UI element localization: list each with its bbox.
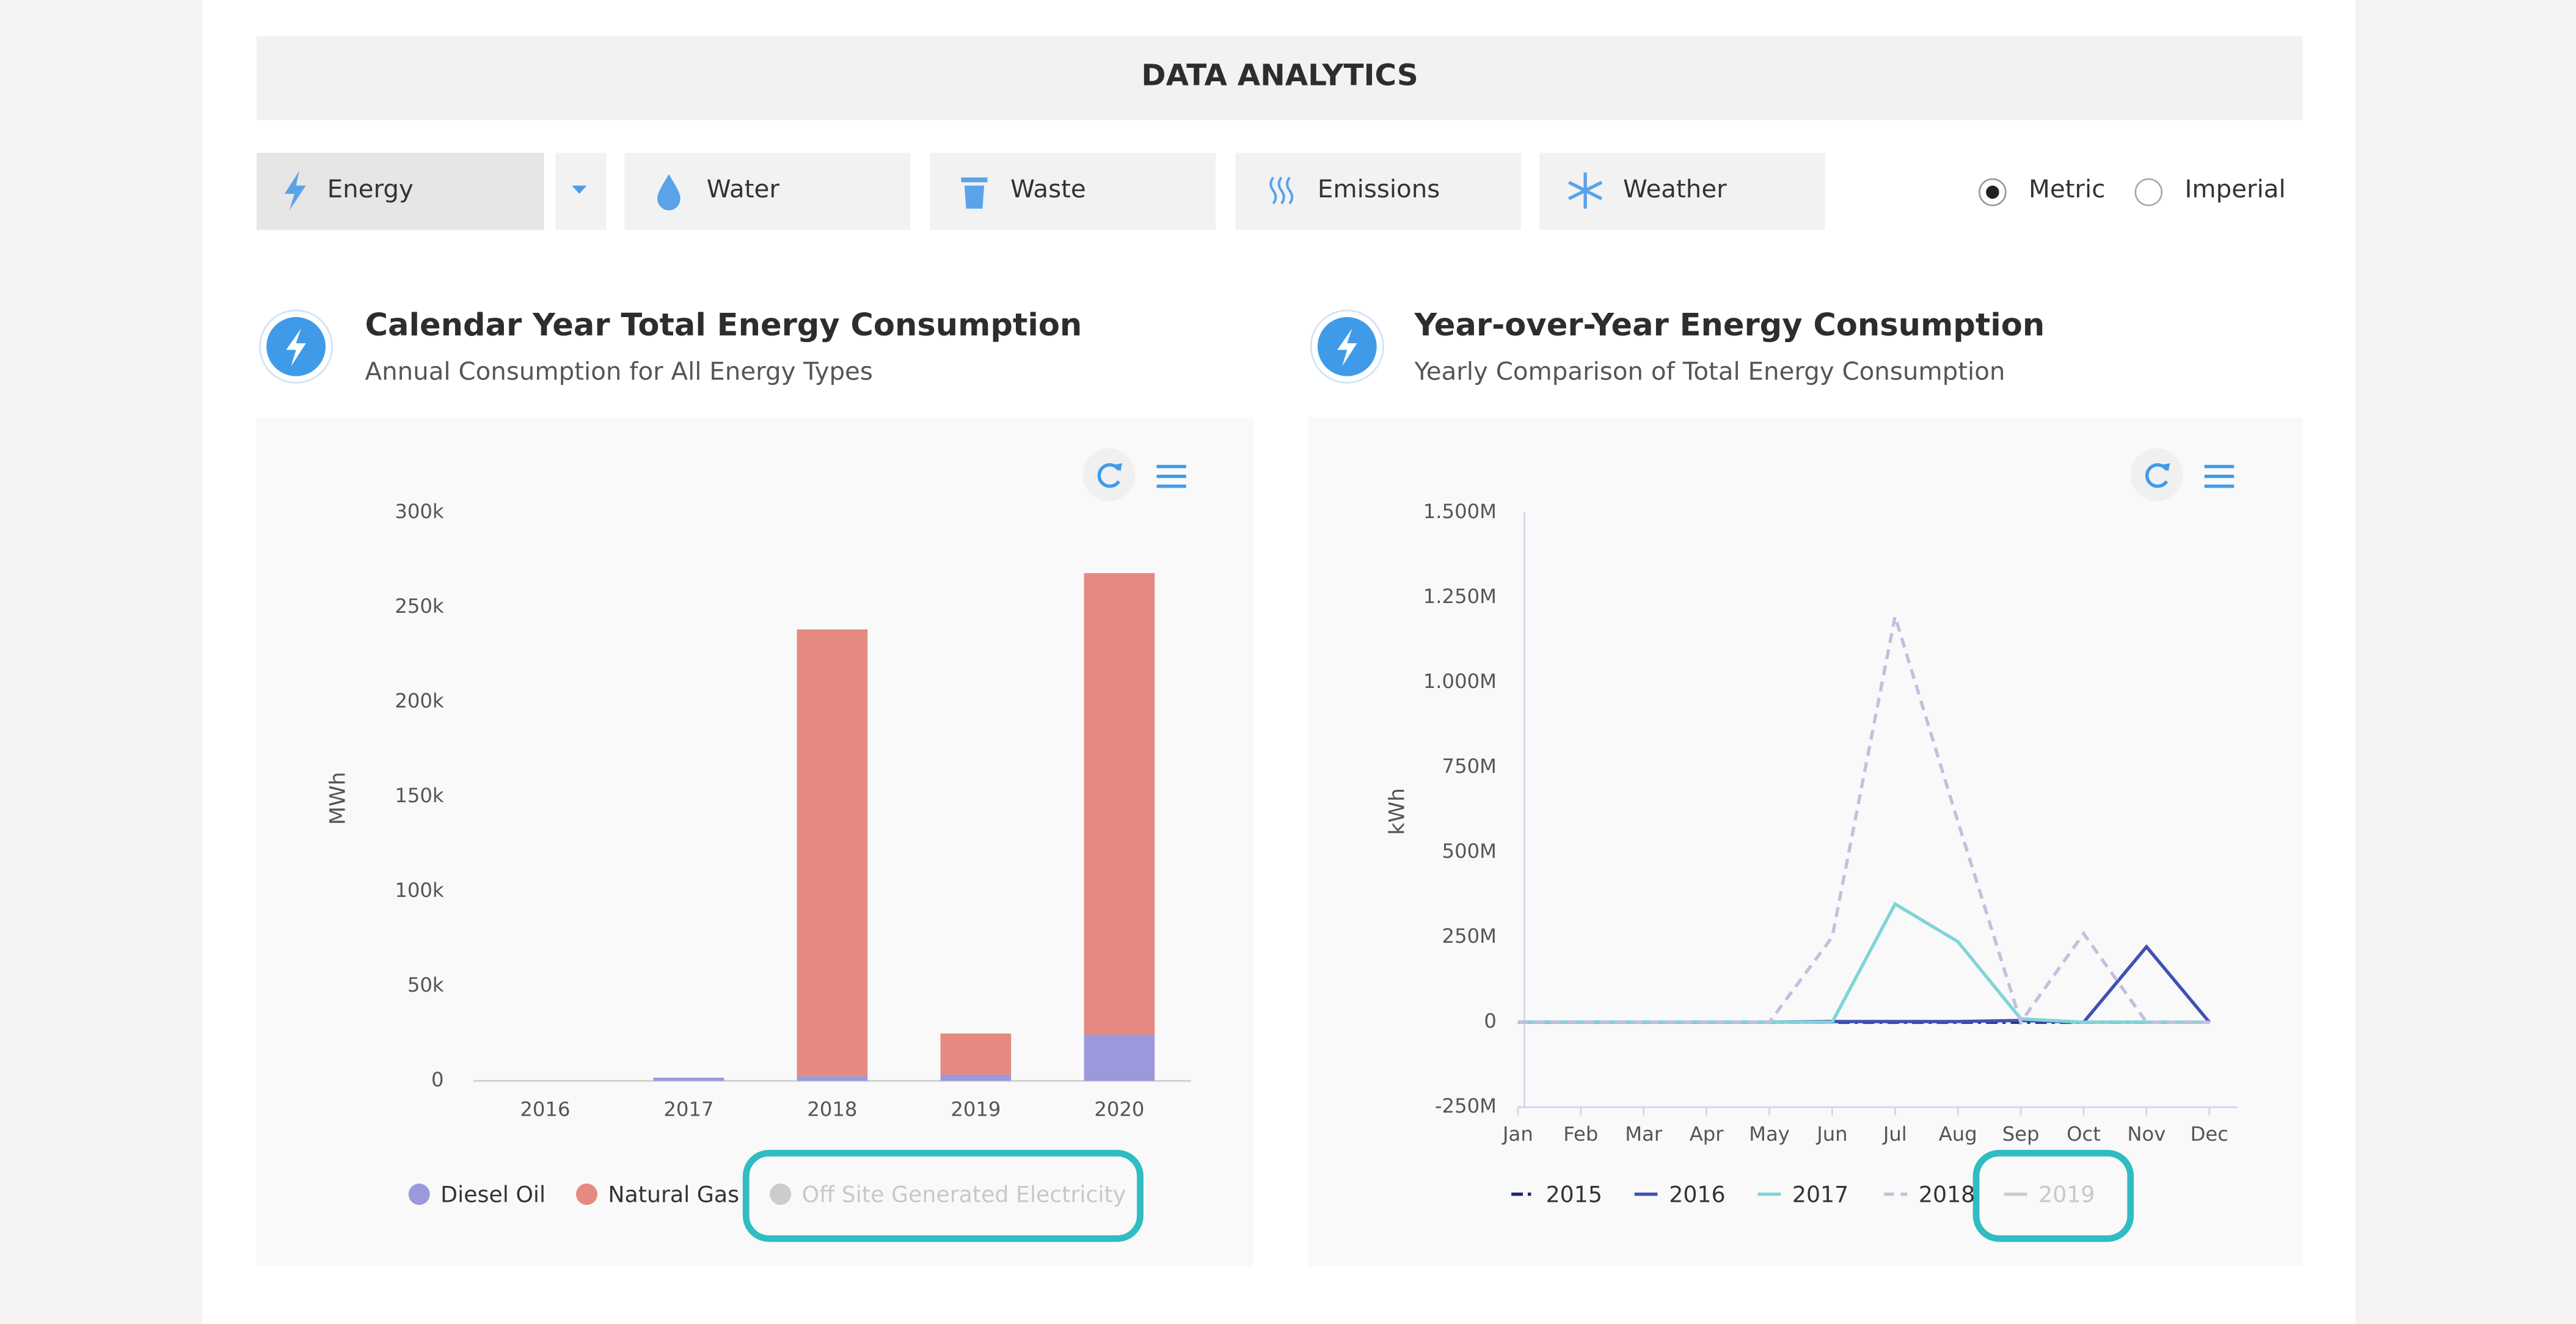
tab-bar: Energy Water Waste Emissions Weather — [257, 153, 1825, 230]
legend-label[interactable]: Natural Gas — [608, 1181, 739, 1207]
bar-segment — [940, 1074, 1012, 1081]
refresh-icon — [2145, 463, 2169, 488]
y-tick-label: 250k — [395, 594, 444, 618]
unit-switch: Metric Imperial — [1979, 175, 2286, 207]
x-tick-label: Jun — [1815, 1122, 1847, 1146]
waste-icon — [961, 177, 988, 209]
menu-button[interactable] — [1156, 464, 1186, 488]
highlight-outline — [742, 1150, 1144, 1242]
emissions-icon — [1269, 177, 1294, 205]
bar-segment — [940, 1033, 1012, 1075]
x-tick-label: Feb — [1563, 1122, 1598, 1146]
legend-label[interactable]: Off Site Generated Electricity — [802, 1181, 1126, 1207]
header-title: DATA ANALYTICS — [1141, 58, 1418, 92]
chart-subtitle: Annual Consumption for All Energy Types — [365, 357, 873, 386]
legend-symbol — [575, 1183, 597, 1205]
x-tick-label: Oct — [2067, 1122, 2101, 1146]
x-tick-label: 2020 — [1094, 1097, 1144, 1121]
tab-label: Waste — [1010, 175, 1086, 203]
tab-label: Energy — [327, 175, 414, 203]
legend-symbol — [408, 1183, 430, 1205]
x-tick-label: 2016 — [520, 1097, 570, 1121]
x-tick-label: Dec — [2191, 1122, 2228, 1146]
chart-tools — [1082, 448, 2235, 502]
x-tick-label: Nov — [2127, 1122, 2166, 1146]
chart-subtitle: Yearly Comparison of Total Energy Consum… — [1414, 357, 2005, 386]
x-tick-label: Jan — [1501, 1122, 1533, 1146]
legend-label[interactable]: Diesel Oil — [440, 1181, 545, 1207]
y-tick-label: 750M — [1442, 755, 1497, 778]
bar-segment — [797, 1076, 868, 1081]
refresh-arrow — [1114, 463, 1122, 472]
x-tick-label: Apr — [1690, 1122, 1724, 1146]
x-tick-label: 2017 — [663, 1097, 713, 1121]
highlight-outline — [1972, 1150, 2134, 1242]
weather-icon — [1568, 172, 1603, 209]
x-tick-label: Jul — [1882, 1122, 1907, 1146]
chart-title: Year-over-Year Energy Consumption — [1414, 307, 2045, 343]
y-tick-label: 200k — [395, 689, 444, 712]
bar-segment — [1084, 1034, 1155, 1081]
x-tick-label: Sep — [2002, 1122, 2040, 1146]
y-tick-label: -250M — [1435, 1094, 1497, 1117]
bar-segment — [653, 1077, 724, 1081]
x-tick-label: 2018 — [807, 1097, 857, 1121]
chart-header: Year-over-Year Energy Consumption Yearly… — [1310, 307, 2045, 386]
y-tick-label: 1.500M — [1423, 500, 1497, 523]
legend-symbol — [770, 1183, 792, 1205]
icon-bolt — [286, 328, 306, 367]
legend-label[interactable]: 2016 — [1669, 1181, 1725, 1207]
legend-label[interactable]: 2015 — [1546, 1181, 1602, 1207]
radio-dot — [1986, 185, 1999, 199]
y-tick-label: 500M — [1442, 839, 1497, 863]
tab-energy[interactable] — [257, 153, 544, 230]
y-tick-label: 1.250M — [1423, 585, 1497, 608]
y-tick-label: 150k — [395, 784, 444, 807]
y-tick-label: 0 — [431, 1068, 444, 1091]
y-axis-label: kWh — [1385, 788, 1410, 835]
y-tick-label: 0 — [1484, 1009, 1497, 1033]
y-tick-label: 250M — [1442, 924, 1497, 948]
x-tick-label: Mar — [1625, 1122, 1663, 1146]
series-line — [1517, 616, 2209, 1026]
x-tick-label: Aug — [1939, 1122, 1977, 1146]
y-tick-label: 100k — [395, 879, 444, 902]
refresh-button[interactable] — [1082, 448, 1136, 502]
tab-label: Water — [707, 175, 780, 203]
bar-segment — [1084, 573, 1155, 1035]
bar-segment — [797, 629, 868, 1077]
unit-label: Imperial — [2184, 175, 2285, 203]
y-axis-label: MWh — [326, 772, 350, 825]
x-tick-label: 2019 — [950, 1097, 1001, 1121]
chart-title: Calendar Year Total Energy Consumption — [365, 307, 1082, 343]
x-tick-label: May — [1749, 1122, 1790, 1146]
y-tick-label: 1.000M — [1423, 670, 1497, 693]
dropdown-arrow — [572, 185, 587, 194]
chart-panel — [1307, 417, 2304, 1267]
energy-icon — [284, 170, 306, 211]
legend-label[interactable]: 2018 — [1919, 1181, 1975, 1207]
refresh-button[interactable] — [2130, 448, 2183, 502]
y-tick-label: 50k — [407, 973, 444, 997]
tab-label: Emissions — [1318, 175, 1440, 203]
legend-label[interactable]: 2019 — [2038, 1181, 2095, 1207]
water-icon — [657, 174, 680, 211]
tab-label: Weather — [1623, 175, 1727, 203]
y-tick-label: 300k — [395, 500, 444, 523]
legend-label[interactable]: 2017 — [1792, 1181, 1848, 1207]
icon-bolt — [1337, 328, 1357, 367]
menu-button[interactable] — [2204, 464, 2235, 488]
chart-header: Calendar Year Total Energy Consumption A… — [259, 307, 1082, 386]
radio-imperial[interactable] — [2134, 178, 2163, 207]
refresh-arrow — [2161, 463, 2170, 472]
refresh-icon — [1097, 463, 1120, 488]
unit-label: Metric — [2029, 175, 2105, 203]
header-bar — [257, 36, 2304, 120]
